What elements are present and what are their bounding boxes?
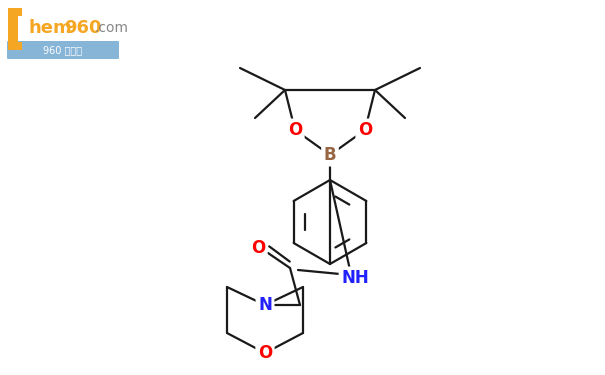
Text: 960 化工网: 960 化工网 <box>44 45 82 55</box>
Polygon shape <box>8 8 22 50</box>
Text: O: O <box>251 239 265 257</box>
Text: O: O <box>258 344 272 362</box>
FancyBboxPatch shape <box>7 41 119 59</box>
Text: O: O <box>288 121 302 139</box>
Text: 960: 960 <box>64 19 102 37</box>
Text: O: O <box>358 121 372 139</box>
Text: NH: NH <box>341 269 369 287</box>
Text: .com: .com <box>95 21 129 35</box>
Text: hem: hem <box>28 19 72 37</box>
Text: B: B <box>324 146 336 164</box>
Text: N: N <box>258 296 272 314</box>
